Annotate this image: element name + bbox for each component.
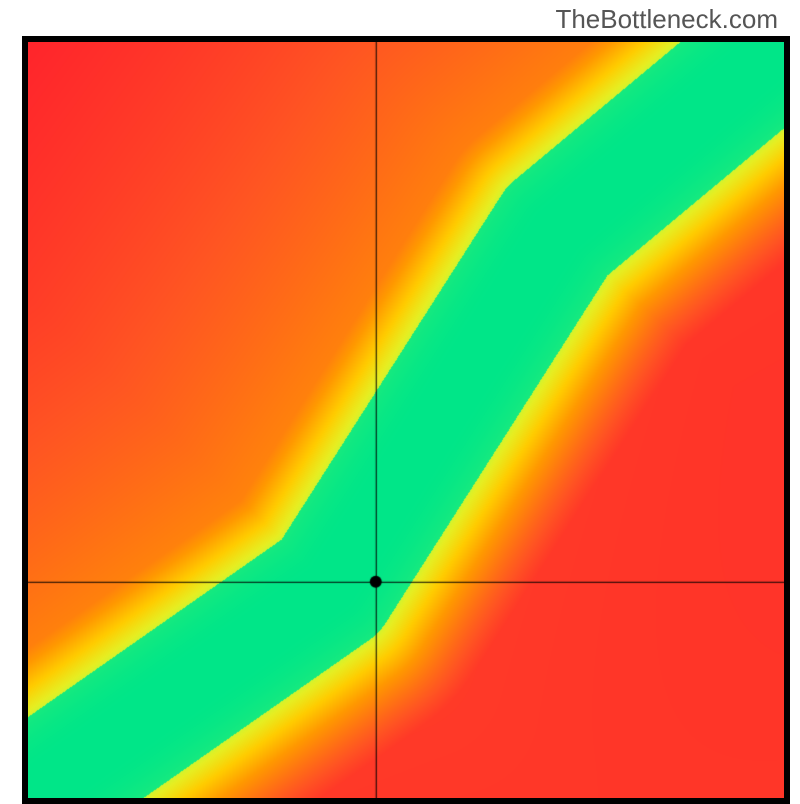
heatmap-plot-area <box>22 36 790 804</box>
watermark-text: TheBottleneck.com <box>555 4 778 35</box>
heatmap-canvas <box>28 42 784 798</box>
